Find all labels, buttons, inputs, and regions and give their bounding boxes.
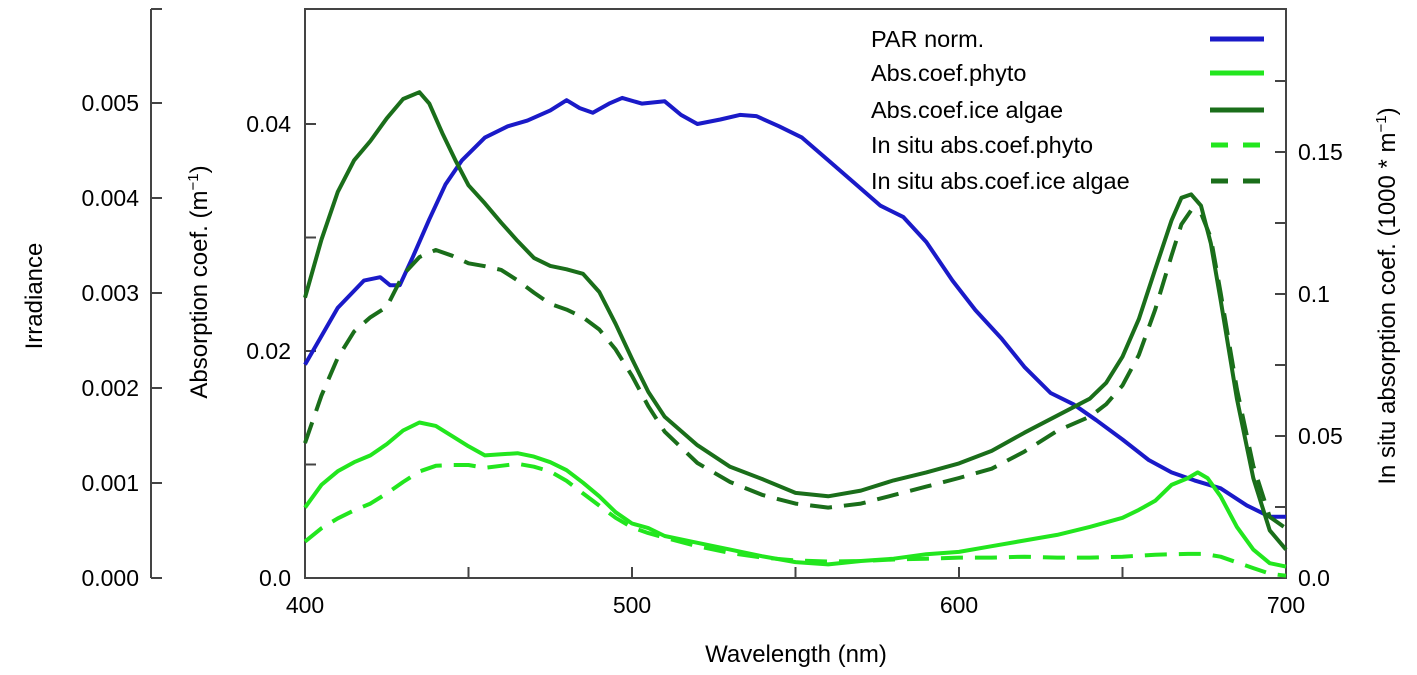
series-line-in-situ-abs-coef-phyto [303, 461, 1287, 578]
series-line-abs-coef-ice-algae [303, 90, 1288, 551]
legend: PAR norm. Abs.coef.phyto Abs.coef.ice alga… [871, 26, 1264, 194]
irradiance-tick-label: 0.000 [81, 565, 139, 591]
in-situ-tick-label: 0.0 [1298, 565, 1330, 591]
irradiance-axis: 0.000 0.001 0.002 0.003 0.004 0.005 Irradianc… [21, 8, 162, 591]
legend-label: In situ abs.coef.phyto [871, 132, 1093, 158]
irradiance-tick-label: 0.005 [81, 90, 139, 116]
irradiance-tick-label: 0.002 [81, 375, 139, 401]
x-tick-label: 700 [1267, 592, 1305, 618]
irradiance-tick-label: 0.003 [81, 280, 139, 306]
in-situ-axis: 0.0 0.05 0.1 0.15 [1275, 80, 1343, 591]
absorption-tick-label: 0.02 [246, 338, 291, 364]
legend-label: Abs.coef.phyto [871, 60, 1026, 86]
series-line-abs-coef-phyto [303, 420, 1287, 569]
absorption-tick-label: 0.04 [246, 111, 291, 137]
absorption-axis-title: Absorption coef. (m−1) [185, 165, 213, 398]
legend-label: In situ abs.coef.ice algae [871, 168, 1130, 194]
x-tick-label: 500 [613, 592, 651, 618]
x-axis: 400 500 600 700 [286, 567, 1305, 618]
series-line-par-norm- [303, 95, 1286, 519]
in-situ-axis-title: In situ absorption coef. (1000 * m−1) [1373, 107, 1401, 484]
legend-label: PAR norm. [871, 26, 984, 52]
series-layer [303, 90, 1288, 578]
absorption-axis: 0.0 0.02 0.04 [246, 111, 316, 591]
absorption-tick-label: 0.0 [259, 565, 291, 591]
x-tick-label: 600 [940, 592, 978, 618]
in-situ-tick-label: 0.1 [1298, 281, 1330, 307]
irradiance-tick-label: 0.001 [81, 470, 139, 496]
x-axis-title: Wavelength (nm) [705, 641, 887, 668]
in-situ-tick-label: 0.15 [1298, 139, 1343, 165]
series-line-in-situ-abs-coef-ice-algae [303, 208, 1288, 530]
legend-label: Abs.coef.ice algae [871, 97, 1063, 123]
irradiance-tick-label: 0.004 [81, 185, 139, 211]
irradiance-axis-title: Irradiance [21, 243, 48, 350]
x-tick-label: 400 [286, 592, 324, 618]
in-situ-tick-label: 0.05 [1298, 423, 1343, 449]
